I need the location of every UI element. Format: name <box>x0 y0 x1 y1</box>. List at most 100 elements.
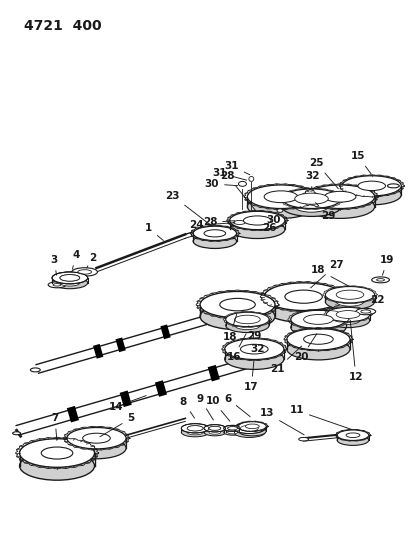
Ellipse shape <box>324 191 356 202</box>
Text: 32: 32 <box>305 171 320 188</box>
Ellipse shape <box>337 435 369 446</box>
Ellipse shape <box>209 430 221 434</box>
Ellipse shape <box>372 277 390 283</box>
Ellipse shape <box>306 195 375 219</box>
Ellipse shape <box>326 308 370 322</box>
Ellipse shape <box>277 209 283 212</box>
Ellipse shape <box>388 184 399 188</box>
Ellipse shape <box>209 426 221 430</box>
Ellipse shape <box>346 433 360 438</box>
Text: 16: 16 <box>226 334 246 362</box>
Ellipse shape <box>220 298 255 311</box>
Text: 1: 1 <box>145 223 163 240</box>
Ellipse shape <box>225 339 284 360</box>
Ellipse shape <box>67 438 126 459</box>
Text: 4721  400: 4721 400 <box>24 20 102 34</box>
Text: 9: 9 <box>197 393 213 420</box>
Ellipse shape <box>325 287 375 303</box>
Text: 29: 29 <box>315 203 335 221</box>
Text: 8: 8 <box>180 397 195 418</box>
Ellipse shape <box>264 295 343 322</box>
Text: 31: 31 <box>213 168 247 180</box>
Text: 30: 30 <box>205 179 238 189</box>
Ellipse shape <box>193 226 237 240</box>
Ellipse shape <box>234 221 246 224</box>
Ellipse shape <box>60 274 80 281</box>
Ellipse shape <box>230 212 285 230</box>
Ellipse shape <box>230 220 285 239</box>
Ellipse shape <box>337 430 369 440</box>
Text: 15: 15 <box>350 151 371 174</box>
Ellipse shape <box>225 349 284 369</box>
Text: 20: 20 <box>295 334 317 362</box>
Ellipse shape <box>224 425 242 431</box>
Ellipse shape <box>356 308 376 315</box>
Ellipse shape <box>52 272 88 284</box>
Text: 6: 6 <box>224 393 250 417</box>
Ellipse shape <box>78 270 91 274</box>
Ellipse shape <box>181 427 209 437</box>
Text: 23: 23 <box>165 191 213 227</box>
Ellipse shape <box>304 314 333 325</box>
Ellipse shape <box>342 176 401 196</box>
Text: 18: 18 <box>311 265 350 286</box>
Ellipse shape <box>361 310 371 313</box>
Ellipse shape <box>239 422 266 431</box>
Ellipse shape <box>187 430 203 435</box>
Text: 19: 19 <box>380 255 395 275</box>
Ellipse shape <box>299 438 308 441</box>
Text: 17: 17 <box>244 360 259 392</box>
Ellipse shape <box>200 292 275 318</box>
Ellipse shape <box>240 429 258 435</box>
Ellipse shape <box>287 338 350 360</box>
Text: 14: 14 <box>109 395 146 411</box>
Ellipse shape <box>235 315 260 324</box>
Ellipse shape <box>247 195 315 219</box>
Ellipse shape <box>240 344 268 354</box>
Text: 5: 5 <box>100 414 135 437</box>
Ellipse shape <box>377 279 384 281</box>
Ellipse shape <box>304 334 333 344</box>
Ellipse shape <box>306 185 375 208</box>
Ellipse shape <box>342 184 401 205</box>
Text: 31: 31 <box>224 161 250 175</box>
Ellipse shape <box>282 189 341 208</box>
Ellipse shape <box>20 439 95 467</box>
Ellipse shape <box>287 328 350 350</box>
Ellipse shape <box>228 431 237 434</box>
Text: 4: 4 <box>72 250 80 269</box>
Text: 30: 30 <box>267 213 281 225</box>
Ellipse shape <box>228 426 237 430</box>
Ellipse shape <box>249 176 254 181</box>
Ellipse shape <box>235 321 260 329</box>
Ellipse shape <box>187 426 203 431</box>
Text: 22: 22 <box>368 295 385 310</box>
Ellipse shape <box>60 274 80 281</box>
Ellipse shape <box>52 272 88 284</box>
Ellipse shape <box>234 423 265 433</box>
Ellipse shape <box>295 201 328 212</box>
Ellipse shape <box>326 313 370 328</box>
Ellipse shape <box>234 423 265 433</box>
Ellipse shape <box>295 193 328 204</box>
Ellipse shape <box>193 234 237 248</box>
Ellipse shape <box>209 426 221 430</box>
Text: 11: 11 <box>289 406 351 430</box>
Text: 24: 24 <box>189 221 235 230</box>
Text: 25: 25 <box>309 158 338 189</box>
Text: 29: 29 <box>247 326 262 341</box>
Text: 28: 28 <box>203 217 235 228</box>
Ellipse shape <box>264 191 298 203</box>
Ellipse shape <box>53 284 61 286</box>
Ellipse shape <box>83 433 110 443</box>
Ellipse shape <box>247 185 315 208</box>
Ellipse shape <box>358 181 386 191</box>
Ellipse shape <box>181 424 209 433</box>
Ellipse shape <box>181 424 209 433</box>
Text: 32: 32 <box>250 332 264 354</box>
Ellipse shape <box>240 425 258 431</box>
Ellipse shape <box>204 230 226 237</box>
Text: 21: 21 <box>270 346 302 374</box>
Ellipse shape <box>234 427 265 438</box>
Ellipse shape <box>226 312 269 327</box>
